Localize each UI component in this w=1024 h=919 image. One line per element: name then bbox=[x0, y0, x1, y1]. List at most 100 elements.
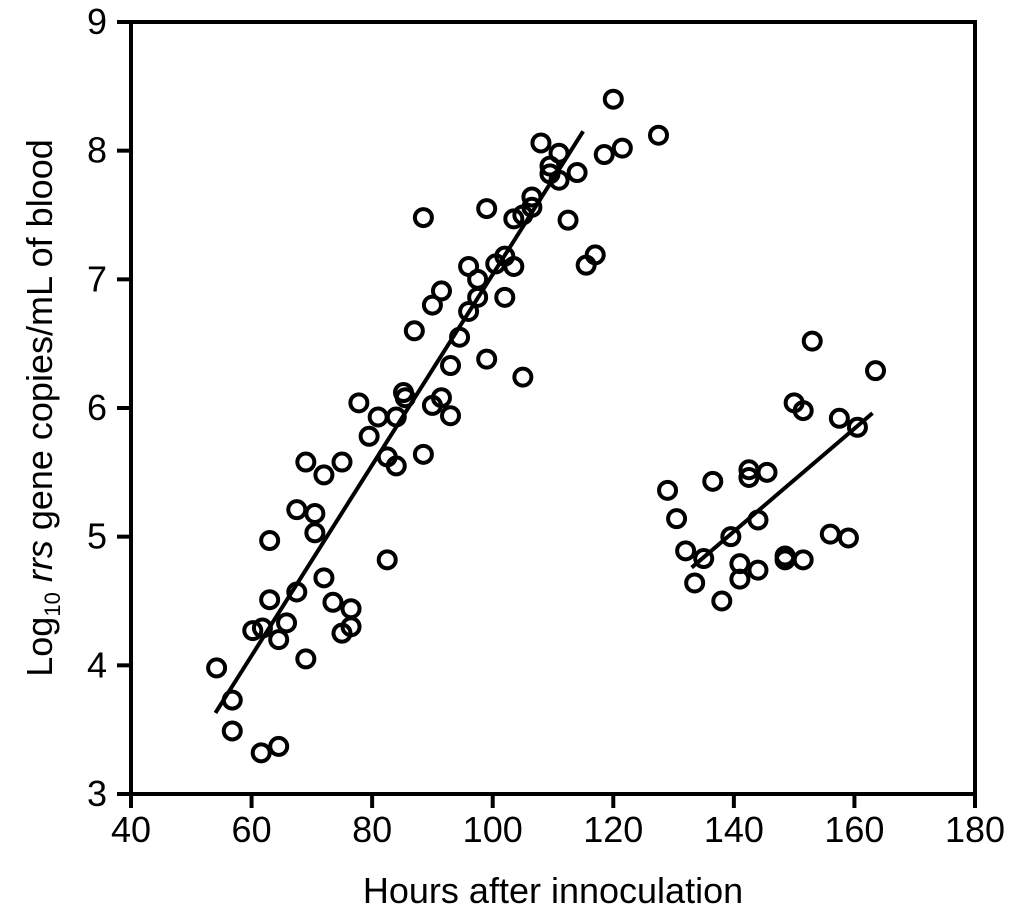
y-tick-label: 4 bbox=[87, 644, 107, 685]
x-tick-label: 180 bbox=[945, 809, 1005, 850]
x-tick-label: 100 bbox=[463, 809, 523, 850]
data-point bbox=[430, 387, 452, 409]
data-points bbox=[206, 88, 887, 764]
y-axis-title: Log10 rrs gene copies/mL of blood bbox=[19, 139, 65, 677]
data-point bbox=[242, 620, 264, 642]
data-point bbox=[865, 360, 887, 382]
data-point bbox=[295, 648, 317, 670]
x-tick-label: 140 bbox=[704, 809, 764, 850]
x-axis-title: Hours after innoculation bbox=[363, 870, 743, 911]
data-point bbox=[348, 392, 370, 414]
data-point bbox=[412, 207, 434, 229]
data-point bbox=[494, 286, 516, 308]
data-point bbox=[340, 598, 362, 620]
data-point bbox=[711, 590, 733, 612]
data-point bbox=[846, 416, 868, 438]
data-point bbox=[801, 330, 823, 352]
data-point bbox=[521, 196, 543, 218]
data-point bbox=[331, 451, 353, 473]
y-axis-ticks: 3 4 5 6 7 8 9 bbox=[87, 1, 131, 814]
data-point bbox=[819, 523, 841, 545]
data-point bbox=[449, 326, 471, 348]
y-tick-label: 5 bbox=[87, 516, 107, 557]
data-point bbox=[530, 132, 552, 154]
regression-line bbox=[213, 130, 585, 715]
data-point bbox=[340, 616, 362, 638]
data-point bbox=[286, 499, 308, 521]
data-point bbox=[828, 407, 850, 429]
x-tick-label: 160 bbox=[824, 809, 884, 850]
y-tick-label: 3 bbox=[87, 773, 107, 814]
data-point bbox=[684, 572, 706, 594]
y-axis-title-subscript: 10 bbox=[40, 592, 65, 616]
data-point bbox=[548, 169, 570, 191]
data-point bbox=[376, 549, 398, 571]
regression-lines bbox=[213, 130, 874, 715]
data-point bbox=[430, 280, 452, 302]
x-tick-label: 60 bbox=[232, 809, 272, 850]
x-tick-label: 120 bbox=[583, 809, 643, 850]
data-point bbox=[747, 509, 769, 531]
data-point bbox=[747, 559, 769, 581]
data-point bbox=[476, 198, 498, 220]
y-axis-title-prefix: Log bbox=[19, 617, 60, 677]
y-axis-title-spacer bbox=[19, 582, 60, 592]
data-point bbox=[385, 455, 407, 477]
y-tick-label: 8 bbox=[87, 130, 107, 171]
data-point bbox=[276, 612, 298, 634]
data-point bbox=[792, 400, 814, 422]
data-point bbox=[720, 526, 742, 548]
plot-frame bbox=[129, 20, 977, 796]
y-axis-title-italic: rrs bbox=[19, 540, 60, 582]
data-point bbox=[548, 142, 570, 164]
data-point bbox=[304, 522, 326, 544]
data-point bbox=[412, 443, 434, 465]
x-axis-ticks: 40 60 80 100 120 140 160 180 bbox=[111, 794, 1005, 850]
data-point bbox=[467, 268, 489, 290]
data-point bbox=[322, 591, 344, 613]
data-point bbox=[458, 301, 480, 322]
data-point bbox=[304, 503, 326, 525]
data-point bbox=[521, 186, 543, 208]
data-point bbox=[476, 348, 498, 370]
data-point bbox=[738, 466, 760, 488]
data-point bbox=[675, 540, 697, 562]
data-point bbox=[367, 406, 389, 428]
data-point bbox=[503, 255, 525, 277]
data-point bbox=[259, 530, 281, 552]
y-tick-label: 9 bbox=[87, 1, 107, 42]
y-tick-label: 6 bbox=[87, 387, 107, 428]
data-point bbox=[593, 144, 615, 166]
data-point bbox=[403, 320, 425, 342]
data-point bbox=[385, 406, 407, 428]
plot-area-border bbox=[129, 20, 977, 796]
data-point bbox=[259, 589, 281, 611]
data-point bbox=[295, 451, 317, 473]
data-point bbox=[358, 425, 380, 447]
data-point bbox=[756, 461, 778, 483]
data-point bbox=[250, 742, 272, 764]
data-point bbox=[584, 244, 606, 266]
data-point bbox=[251, 617, 273, 639]
data-point bbox=[313, 464, 335, 486]
x-tick-label: 80 bbox=[352, 809, 392, 850]
data-point bbox=[729, 568, 751, 590]
data-point bbox=[657, 479, 679, 501]
data-point bbox=[440, 355, 462, 377]
y-axis-title-suffix: gene copies/mL of blood bbox=[19, 139, 60, 540]
data-point bbox=[693, 548, 715, 570]
data-point bbox=[221, 689, 243, 711]
data-point bbox=[421, 294, 443, 316]
data-point bbox=[602, 88, 624, 110]
data-point bbox=[394, 387, 416, 409]
data-point bbox=[666, 508, 688, 530]
data-point bbox=[512, 366, 534, 388]
data-point bbox=[313, 567, 335, 589]
x-tick-label: 40 bbox=[111, 809, 151, 850]
data-point bbox=[268, 629, 290, 651]
data-point bbox=[440, 405, 462, 427]
data-point bbox=[206, 657, 228, 679]
data-point bbox=[268, 735, 290, 757]
data-point bbox=[648, 124, 669, 146]
